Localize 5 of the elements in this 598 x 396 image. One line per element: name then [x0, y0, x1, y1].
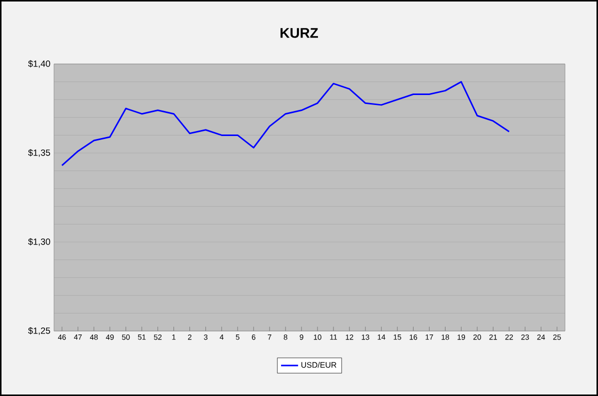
y-tick-label: $1,35 [28, 149, 50, 157]
chart-title: KURZ [280, 28, 318, 38]
y-tick-label: $1,30 [28, 238, 50, 246]
y-tick-label: $1,25 [28, 327, 50, 335]
y-tick-label: $1,40 [28, 60, 50, 68]
